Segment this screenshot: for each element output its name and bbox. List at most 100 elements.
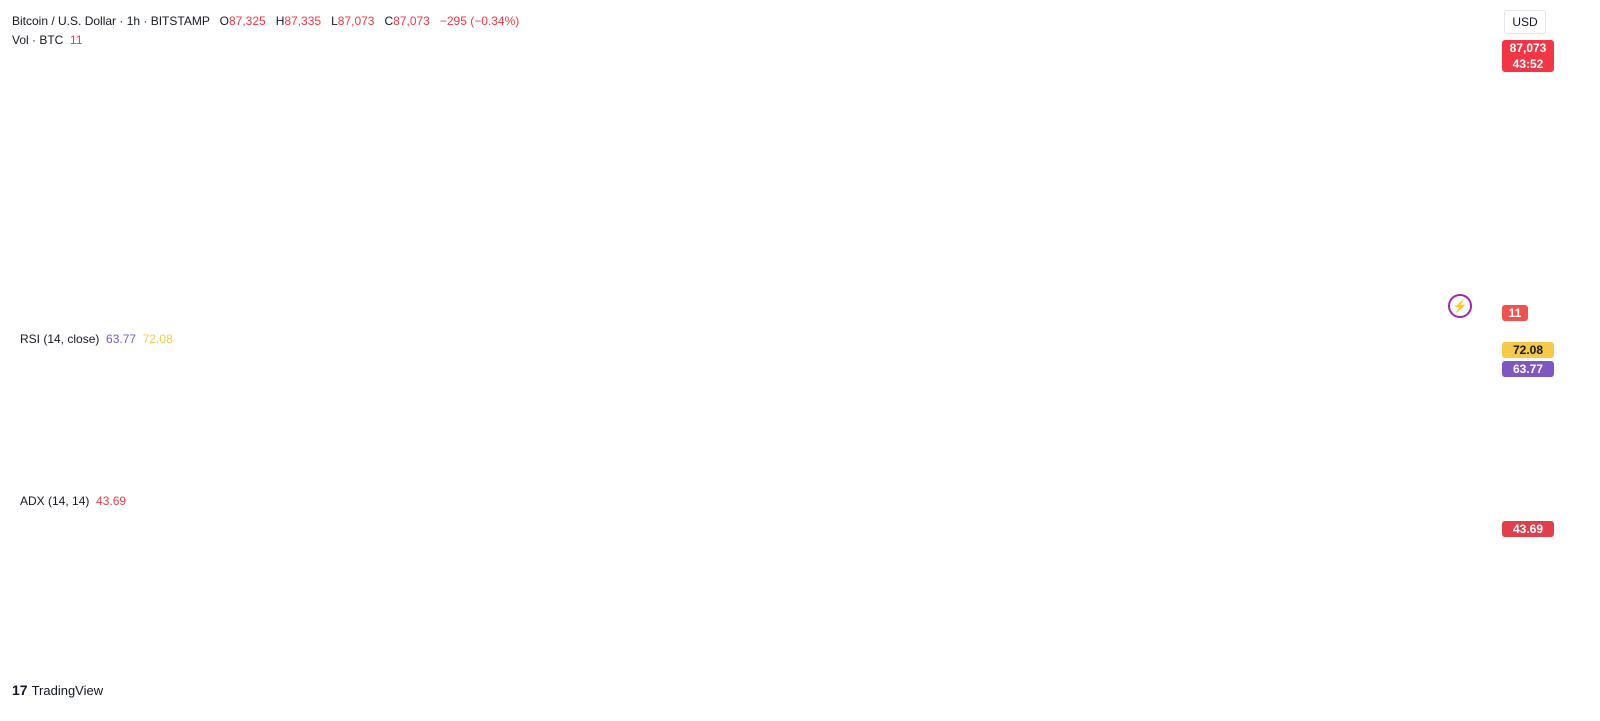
candle-body xyxy=(1073,76,1077,78)
rsi-legend[interactable]: RSI (14, close) 63.77 72.08 xyxy=(20,332,173,346)
candle-body xyxy=(1207,75,1210,78)
candle-body xyxy=(1157,77,1161,82)
candle-body xyxy=(833,62,837,72)
candle-body xyxy=(540,97,543,107)
volume-bar xyxy=(52,306,55,319)
candle-body xyxy=(810,60,814,63)
candle-body xyxy=(456,185,459,195)
candle-body xyxy=(1291,69,1294,72)
candle-body xyxy=(1344,80,1348,82)
volume-bar xyxy=(75,302,78,319)
volume-bar xyxy=(48,308,51,319)
volume-bar xyxy=(666,314,669,319)
candle-body xyxy=(986,79,989,84)
volume-bar xyxy=(1032,308,1035,319)
rsi-badge: 63.77 xyxy=(1502,361,1554,377)
volume-bar xyxy=(1333,306,1336,319)
candle-body xyxy=(1356,76,1359,78)
volume-bar xyxy=(239,312,242,319)
y-tick-label: 40.00 xyxy=(1508,548,1538,562)
candle-body xyxy=(1203,74,1207,78)
volume-bar xyxy=(1378,296,1382,319)
candle-body xyxy=(799,70,802,74)
volume-bar xyxy=(925,315,928,319)
candle-body xyxy=(498,149,501,151)
volume-bar xyxy=(1352,314,1355,319)
volume-bar xyxy=(90,288,93,319)
symbol-title[interactable]: Bitcoin / U.S. Dollar · 1h · BITSTAMP xyxy=(12,14,210,28)
price-badge: 87,073 43:52 xyxy=(1502,40,1554,72)
candle-body xyxy=(890,71,894,82)
volume-bar xyxy=(261,308,265,319)
volume-bar xyxy=(341,313,345,319)
candle-body xyxy=(204,172,208,175)
volume-bar xyxy=(1302,313,1306,319)
candle-body xyxy=(406,132,410,134)
volume-bar xyxy=(86,315,89,319)
volume-bar xyxy=(772,307,776,319)
volume-bar xyxy=(635,308,638,319)
volume-bar xyxy=(1112,308,1115,319)
volume-bar xyxy=(814,315,818,319)
volume-bar xyxy=(932,308,936,319)
candle-body xyxy=(1367,73,1370,76)
volume-bar xyxy=(402,312,406,319)
candle-body xyxy=(776,71,780,75)
candle-body xyxy=(97,196,101,205)
candle-body xyxy=(688,76,692,80)
volume-bar xyxy=(704,306,707,319)
volume-legend[interactable]: Vol · BTC 11 xyxy=(12,33,83,47)
candle-body xyxy=(364,105,368,111)
volume-bar xyxy=(204,313,208,319)
candle-body xyxy=(563,91,566,96)
candle-body xyxy=(791,67,795,73)
candle-body xyxy=(723,86,726,91)
volume-bar xyxy=(734,315,738,319)
volume-bar xyxy=(124,311,128,319)
lightning-icon[interactable]: ⚡ xyxy=(1448,294,1472,318)
currency-button[interactable]: USD xyxy=(1504,10,1546,34)
volume-bar xyxy=(345,303,349,319)
volume-bar xyxy=(1329,307,1332,319)
candle-body xyxy=(829,62,833,67)
volume-bar xyxy=(475,306,478,319)
candle-body xyxy=(704,92,707,99)
candle-body xyxy=(67,127,70,137)
candle-body xyxy=(1115,71,1119,73)
volume-bar xyxy=(517,306,520,319)
tradingview-logo[interactable]: 17 TradingView xyxy=(12,682,103,698)
candle-body xyxy=(1020,81,1024,84)
candle-body xyxy=(1352,77,1355,86)
rsi-ma-badge: 72.08 xyxy=(1502,342,1554,358)
candle-body xyxy=(639,58,642,61)
candle-body xyxy=(334,234,337,241)
candle-body xyxy=(40,114,44,116)
candle-body xyxy=(650,57,654,68)
volume-bar xyxy=(1134,306,1138,319)
volume-bar xyxy=(1066,315,1069,319)
candle-body xyxy=(105,201,109,212)
volume-bar xyxy=(101,310,105,319)
candle-body xyxy=(730,87,734,92)
candle-body xyxy=(788,72,791,81)
symbol-legend[interactable]: Bitcoin / U.S. Dollar · 1h · BITSTAMP O8… xyxy=(12,14,519,28)
volume-bar xyxy=(1298,306,1302,319)
candle-body xyxy=(1173,82,1176,85)
candle-body xyxy=(1138,74,1142,80)
volume-bar xyxy=(669,315,673,319)
volume-bar xyxy=(1382,309,1386,319)
candle-body xyxy=(1413,21,1416,24)
candle-body xyxy=(673,77,677,81)
adx-label: ADX (14, 14) xyxy=(20,494,90,508)
candle-body xyxy=(361,110,364,115)
volume-bar xyxy=(14,313,17,319)
volume-bar xyxy=(387,315,391,319)
volume-bar xyxy=(650,311,654,319)
volume-bar xyxy=(841,315,844,319)
adx-legend[interactable]: ADX (14, 14) 43.69 xyxy=(20,494,126,508)
candle-body xyxy=(1283,71,1287,75)
volume-bar xyxy=(1081,315,1085,319)
candle-body xyxy=(875,55,879,60)
candle-body xyxy=(212,169,215,176)
